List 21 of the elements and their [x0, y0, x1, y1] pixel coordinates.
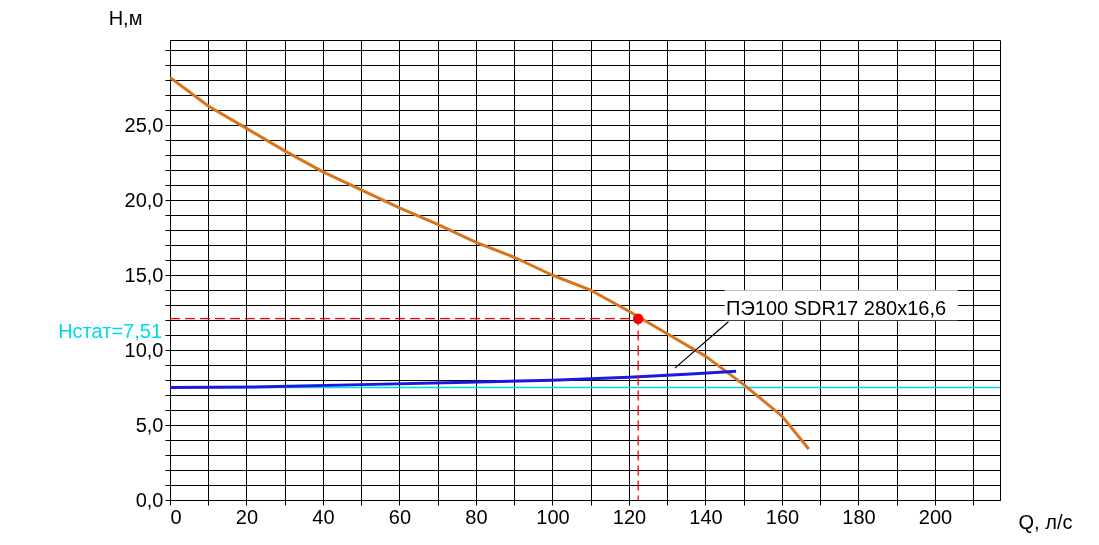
x-tick-label: 20: [235, 505, 259, 528]
y-tick-label: 15,0: [124, 263, 164, 286]
x-tick-label: 80: [465, 505, 488, 528]
x-axis-title: Q, л/с: [1018, 510, 1073, 533]
x-tick-label: 120: [612, 505, 647, 528]
ref-line-label: Нстат=7,51: [58, 320, 162, 343]
y-tick-label: 5,0: [135, 413, 164, 436]
x-tick-label: 60: [388, 505, 412, 528]
text: ПЭ100 SDR17 280x16,6: [726, 297, 947, 320]
x-tick-label: 0: [170, 505, 182, 528]
x-tick-label: 160: [765, 505, 800, 528]
x-tick-label: 100: [536, 505, 570, 528]
x-tick-label: 180: [842, 505, 876, 528]
y-tick-label: 25,0: [124, 113, 164, 136]
y-tick-label: 0,0: [135, 488, 164, 511]
y-tick-label: 20,0: [124, 188, 164, 211]
line-series: [170, 369, 738, 390]
x-tick-label: 140: [689, 505, 723, 528]
y-axis-title: H,м: [108, 6, 143, 29]
x-tick-label: 200: [918, 505, 953, 528]
x-tick-label: 40: [312, 505, 335, 528]
